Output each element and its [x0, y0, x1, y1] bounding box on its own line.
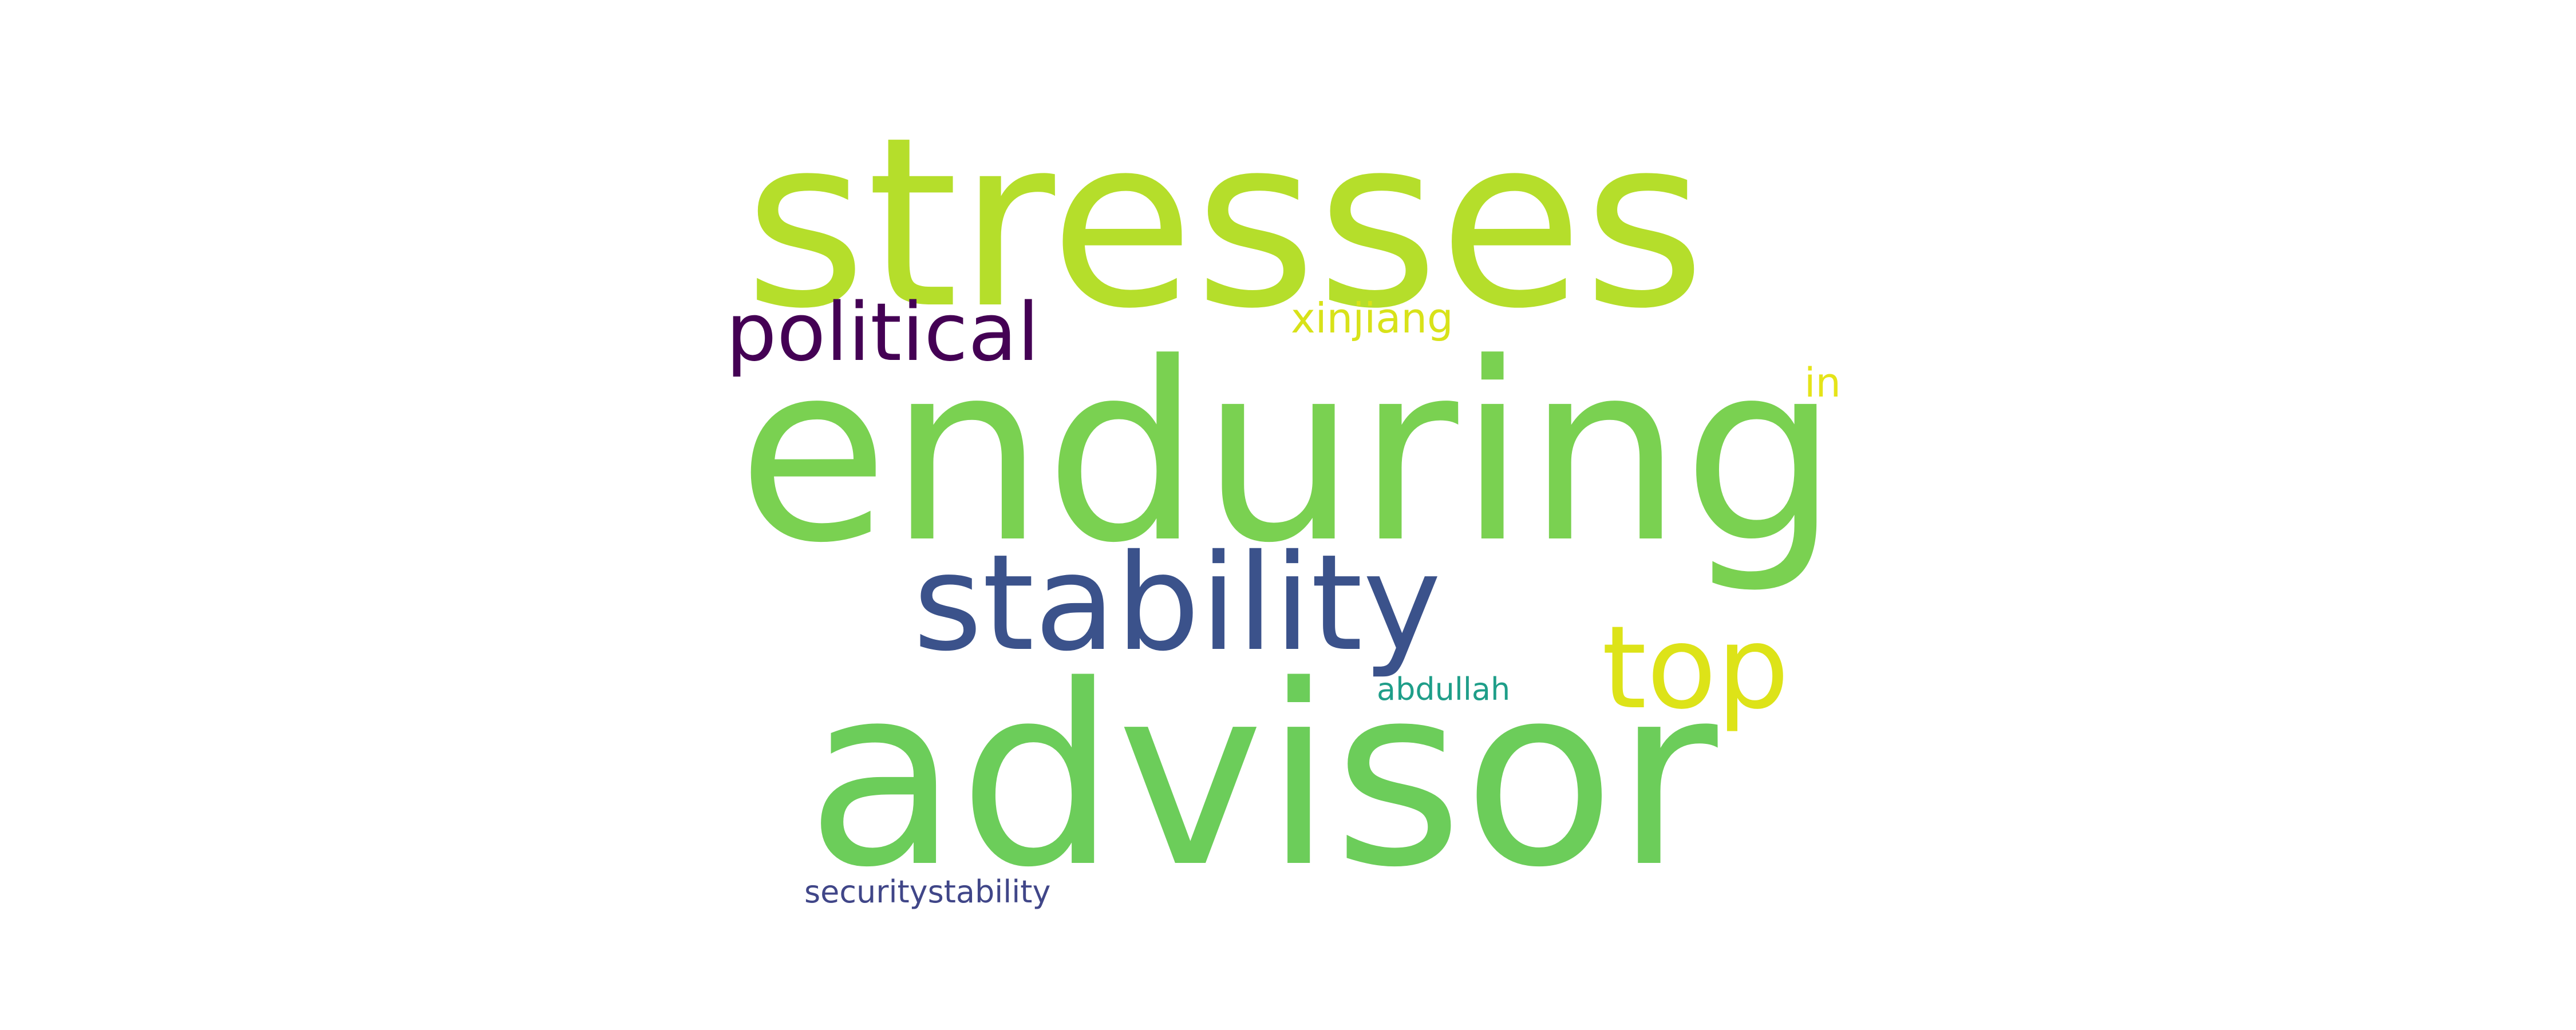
- word-enduring: enduring: [737, 311, 1839, 597]
- word-advisor: advisor: [806, 632, 1718, 922]
- word-securitystability: securitystability: [804, 874, 1051, 910]
- word-stresses: stresses: [744, 86, 1706, 360]
- word-top: top: [1602, 601, 1789, 735]
- word-xinjiang: xinjiang: [1291, 294, 1453, 342]
- word-in: in: [1804, 359, 1841, 406]
- word-political: political: [726, 286, 1040, 379]
- word-abdullah: abdullah: [1377, 671, 1511, 707]
- word-stability: stability: [913, 526, 1441, 680]
